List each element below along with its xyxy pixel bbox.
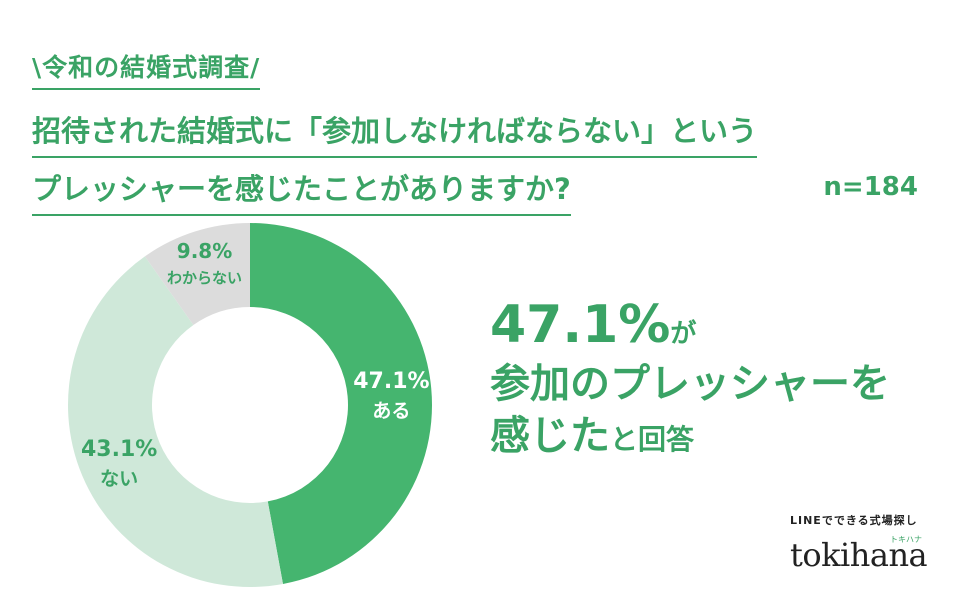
slice-unknown-value-label: 9.8% bbox=[177, 239, 232, 263]
slice-yes bbox=[250, 223, 433, 584]
logo-brand: tokihana bbox=[790, 536, 928, 574]
slice-no bbox=[67, 256, 283, 587]
callout: 47.1%が 参加のプレッシャーを 感じたと回答 bbox=[490, 298, 890, 457]
donut-chart: 47.1% ある 43.1% ない 9.8% わからない bbox=[67, 223, 433, 587]
slice-yes-category-label: ある bbox=[372, 400, 410, 422]
survey-tag-text: \令和の結婚式調査/ bbox=[32, 48, 261, 90]
slice-no-category-label: ない bbox=[100, 468, 138, 490]
logo-tagline: LINEでできる式場探し bbox=[790, 514, 918, 527]
question-line-2: プレッシャーを感じたことがありますか? bbox=[32, 166, 571, 216]
slice-no-value-label: 43.1% bbox=[81, 437, 157, 462]
callout-line-3: 感じたと回答 bbox=[490, 415, 890, 457]
survey-tag: \令和の結婚式調査/ bbox=[32, 48, 261, 90]
callout-percent: 47.1% bbox=[490, 295, 671, 355]
brand-logo: LINEでできる式場探し トキハナ tokihana bbox=[790, 512, 930, 574]
logo-kana: トキハナ bbox=[890, 535, 922, 544]
callout-line-2: 参加のプレッシャーを bbox=[490, 360, 890, 407]
question-line-1: 招待された結婚式に「参加しなければならない」という bbox=[32, 108, 758, 158]
slice-yes-value-label: 47.1% bbox=[353, 369, 429, 394]
callout-particle: が bbox=[670, 319, 697, 349]
slice-unknown-category-label: わからない bbox=[167, 269, 242, 287]
callout-line-3-main: 感じた bbox=[490, 412, 610, 459]
slice-unknown bbox=[144, 223, 250, 325]
sample-size: n=184 bbox=[823, 172, 918, 202]
callout-line-3-suffix: と回答 bbox=[610, 422, 695, 456]
